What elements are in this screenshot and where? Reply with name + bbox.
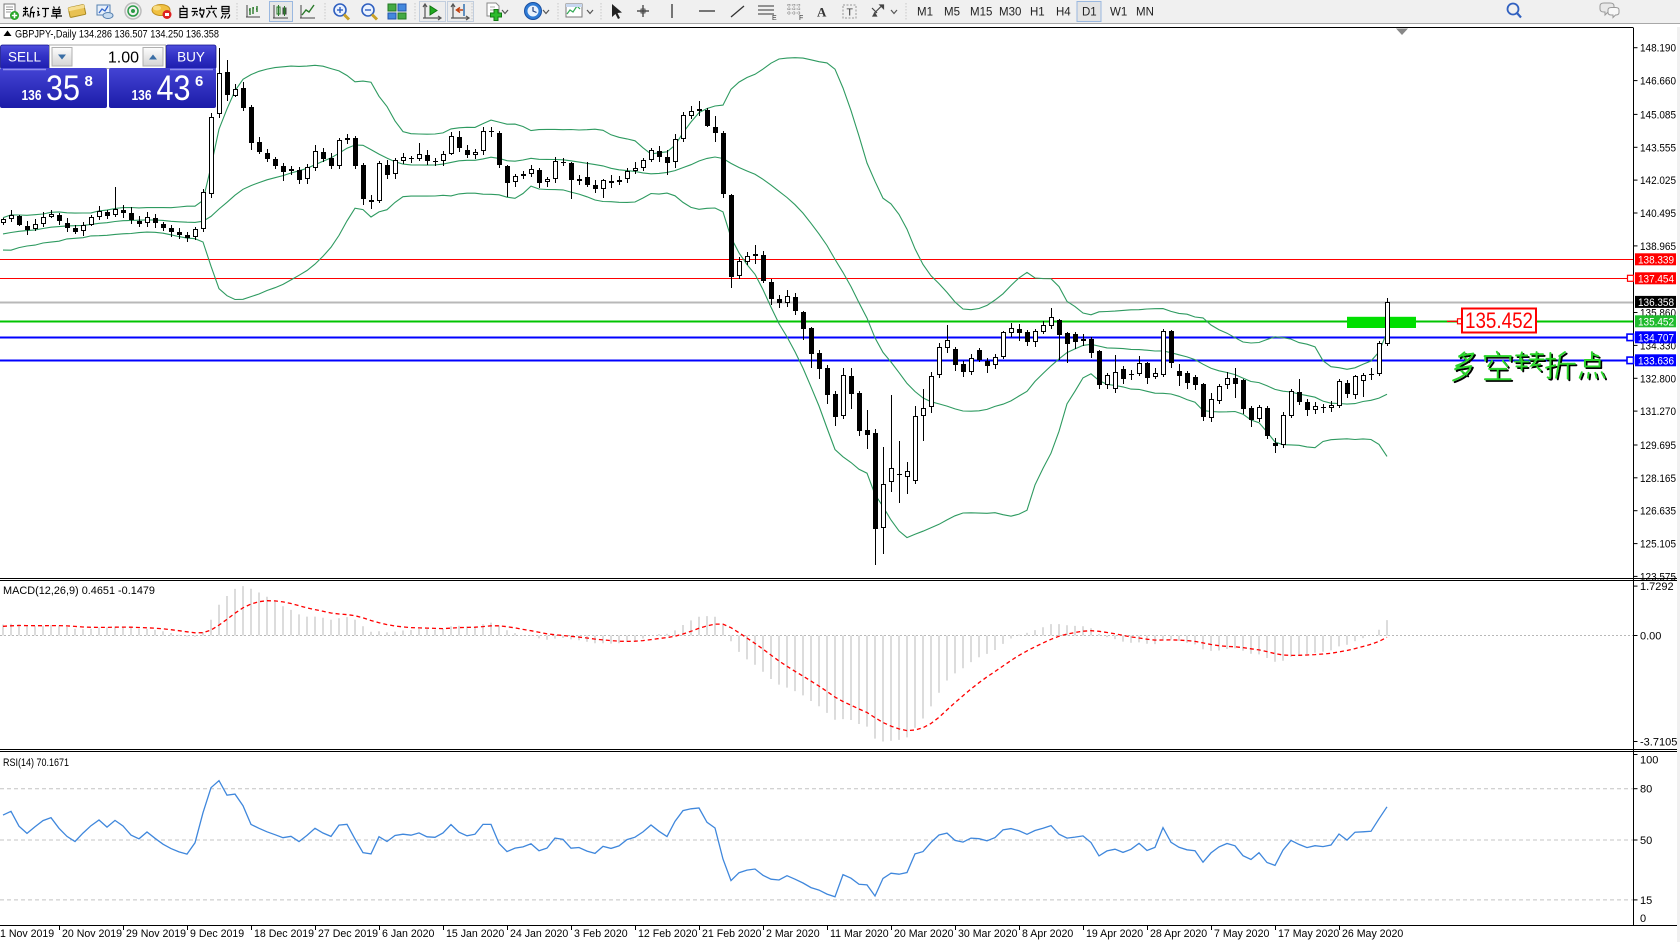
svg-text:12 Feb 2020: 12 Feb 2020 [638,928,698,940]
svg-text:1.7292: 1.7292 [1640,581,1674,593]
svg-text:26 May 2020: 26 May 2020 [1342,928,1403,940]
svg-text:6: 6 [195,73,203,90]
svg-text:1.00: 1.00 [108,50,139,67]
svg-text:133.636: 133.636 [1638,355,1674,367]
svg-text:143.555: 143.555 [1640,142,1676,154]
svg-text:128.165: 128.165 [1640,473,1676,485]
svg-text:138.965: 138.965 [1640,241,1676,253]
svg-text:11 Mar 2020: 11 Mar 2020 [830,928,889,940]
svg-text:9 Dec 2019: 9 Dec 2019 [190,928,244,940]
svg-text:129.695: 129.695 [1640,440,1676,452]
svg-text:132.800: 132.800 [1640,373,1676,385]
svg-text:35: 35 [46,69,80,108]
svg-text:131.270: 131.270 [1640,406,1676,418]
svg-text:134.707: 134.707 [1638,332,1674,344]
svg-text:MACD(12,26,9) 0.4651 -0.1479: MACD(12,26,9) 0.4651 -0.1479 [3,585,155,597]
svg-text:125.105: 125.105 [1640,539,1676,551]
svg-text:24 Jan 2020: 24 Jan 2020 [510,928,568,940]
svg-text:18 Dec 2019: 18 Dec 2019 [254,928,314,940]
svg-text:142.025: 142.025 [1640,175,1676,187]
svg-text:0: 0 [1640,913,1646,925]
svg-text:19 Apr 2020: 19 Apr 2020 [1086,928,1143,940]
svg-text:6 Jan 2020: 6 Jan 2020 [382,928,435,940]
svg-text:2 Mar 2020: 2 Mar 2020 [766,928,820,940]
svg-text:15 Jan 2020: 15 Jan 2020 [446,928,504,940]
svg-text:136: 136 [132,87,152,104]
svg-text:RSI(14) 70.1671: RSI(14) 70.1671 [3,757,69,769]
svg-text:30 Mar 2020: 30 Mar 2020 [958,928,1018,940]
svg-text:GBPJPY-,Daily 134.286 136.507: GBPJPY-,Daily 134.286 136.507 134.250 13… [15,29,219,41]
svg-text:80: 80 [1640,784,1652,796]
svg-text:100: 100 [1640,755,1658,767]
svg-text:M30: M30 [999,7,1021,19]
svg-text:140.495: 140.495 [1640,208,1676,220]
svg-text:136.358: 136.358 [1638,297,1674,309]
svg-text:MN: MN [1136,7,1154,19]
svg-text:27 Dec 2019: 27 Dec 2019 [318,928,378,940]
svg-text:F: F [799,15,803,22]
svg-text:W1: W1 [1110,7,1127,19]
svg-text:138.339: 138.339 [1638,254,1674,266]
svg-text:20 Mar 2020: 20 Mar 2020 [894,928,954,940]
svg-text:7 May 2020: 7 May 2020 [1214,928,1269,940]
svg-text:21 Feb 2020: 21 Feb 2020 [702,928,762,940]
svg-text:M1: M1 [917,7,933,19]
svg-text:T: T [847,7,854,19]
svg-text:28 Apr 2020: 28 Apr 2020 [1150,928,1207,940]
svg-text:M15: M15 [970,7,992,19]
svg-text:134.330: 134.330 [1640,340,1676,352]
svg-text:29 Nov 2019: 29 Nov 2019 [126,928,186,940]
svg-text:3 Feb 2020: 3 Feb 2020 [574,928,628,940]
svg-text:43: 43 [157,69,191,108]
svg-text:148.190: 148.190 [1640,43,1676,55]
svg-text:135.452: 135.452 [1638,316,1674,328]
svg-text:1 Nov 2019: 1 Nov 2019 [0,928,54,940]
svg-text:50: 50 [1640,835,1652,847]
svg-text:15: 15 [1640,895,1652,907]
svg-text:135.452: 135.452 [1465,308,1533,333]
svg-text:126.635: 126.635 [1640,506,1676,518]
svg-text:17 May 2020: 17 May 2020 [1278,928,1339,940]
svg-text:146.660: 146.660 [1640,76,1676,88]
svg-text:M5: M5 [944,7,960,19]
svg-text:0.00: 0.00 [1640,631,1661,643]
svg-text:E: E [772,15,777,22]
svg-text:136: 136 [22,87,42,104]
svg-text:123.575: 123.575 [1640,571,1676,583]
svg-text:BUY: BUY [177,50,205,65]
svg-text:D1: D1 [1082,7,1097,19]
svg-text:137.454: 137.454 [1638,273,1674,285]
svg-text:-3.7105: -3.7105 [1640,737,1677,749]
svg-text:145.085: 145.085 [1640,109,1676,121]
svg-text:SELL: SELL [8,50,42,65]
svg-text:H1: H1 [1030,7,1045,19]
svg-text:A: A [817,5,827,20]
svg-text:8: 8 [85,73,93,90]
svg-text:20 Nov 2019: 20 Nov 2019 [62,928,122,940]
svg-text:H4: H4 [1056,7,1071,19]
svg-text:8 Apr 2020: 8 Apr 2020 [1022,928,1073,940]
